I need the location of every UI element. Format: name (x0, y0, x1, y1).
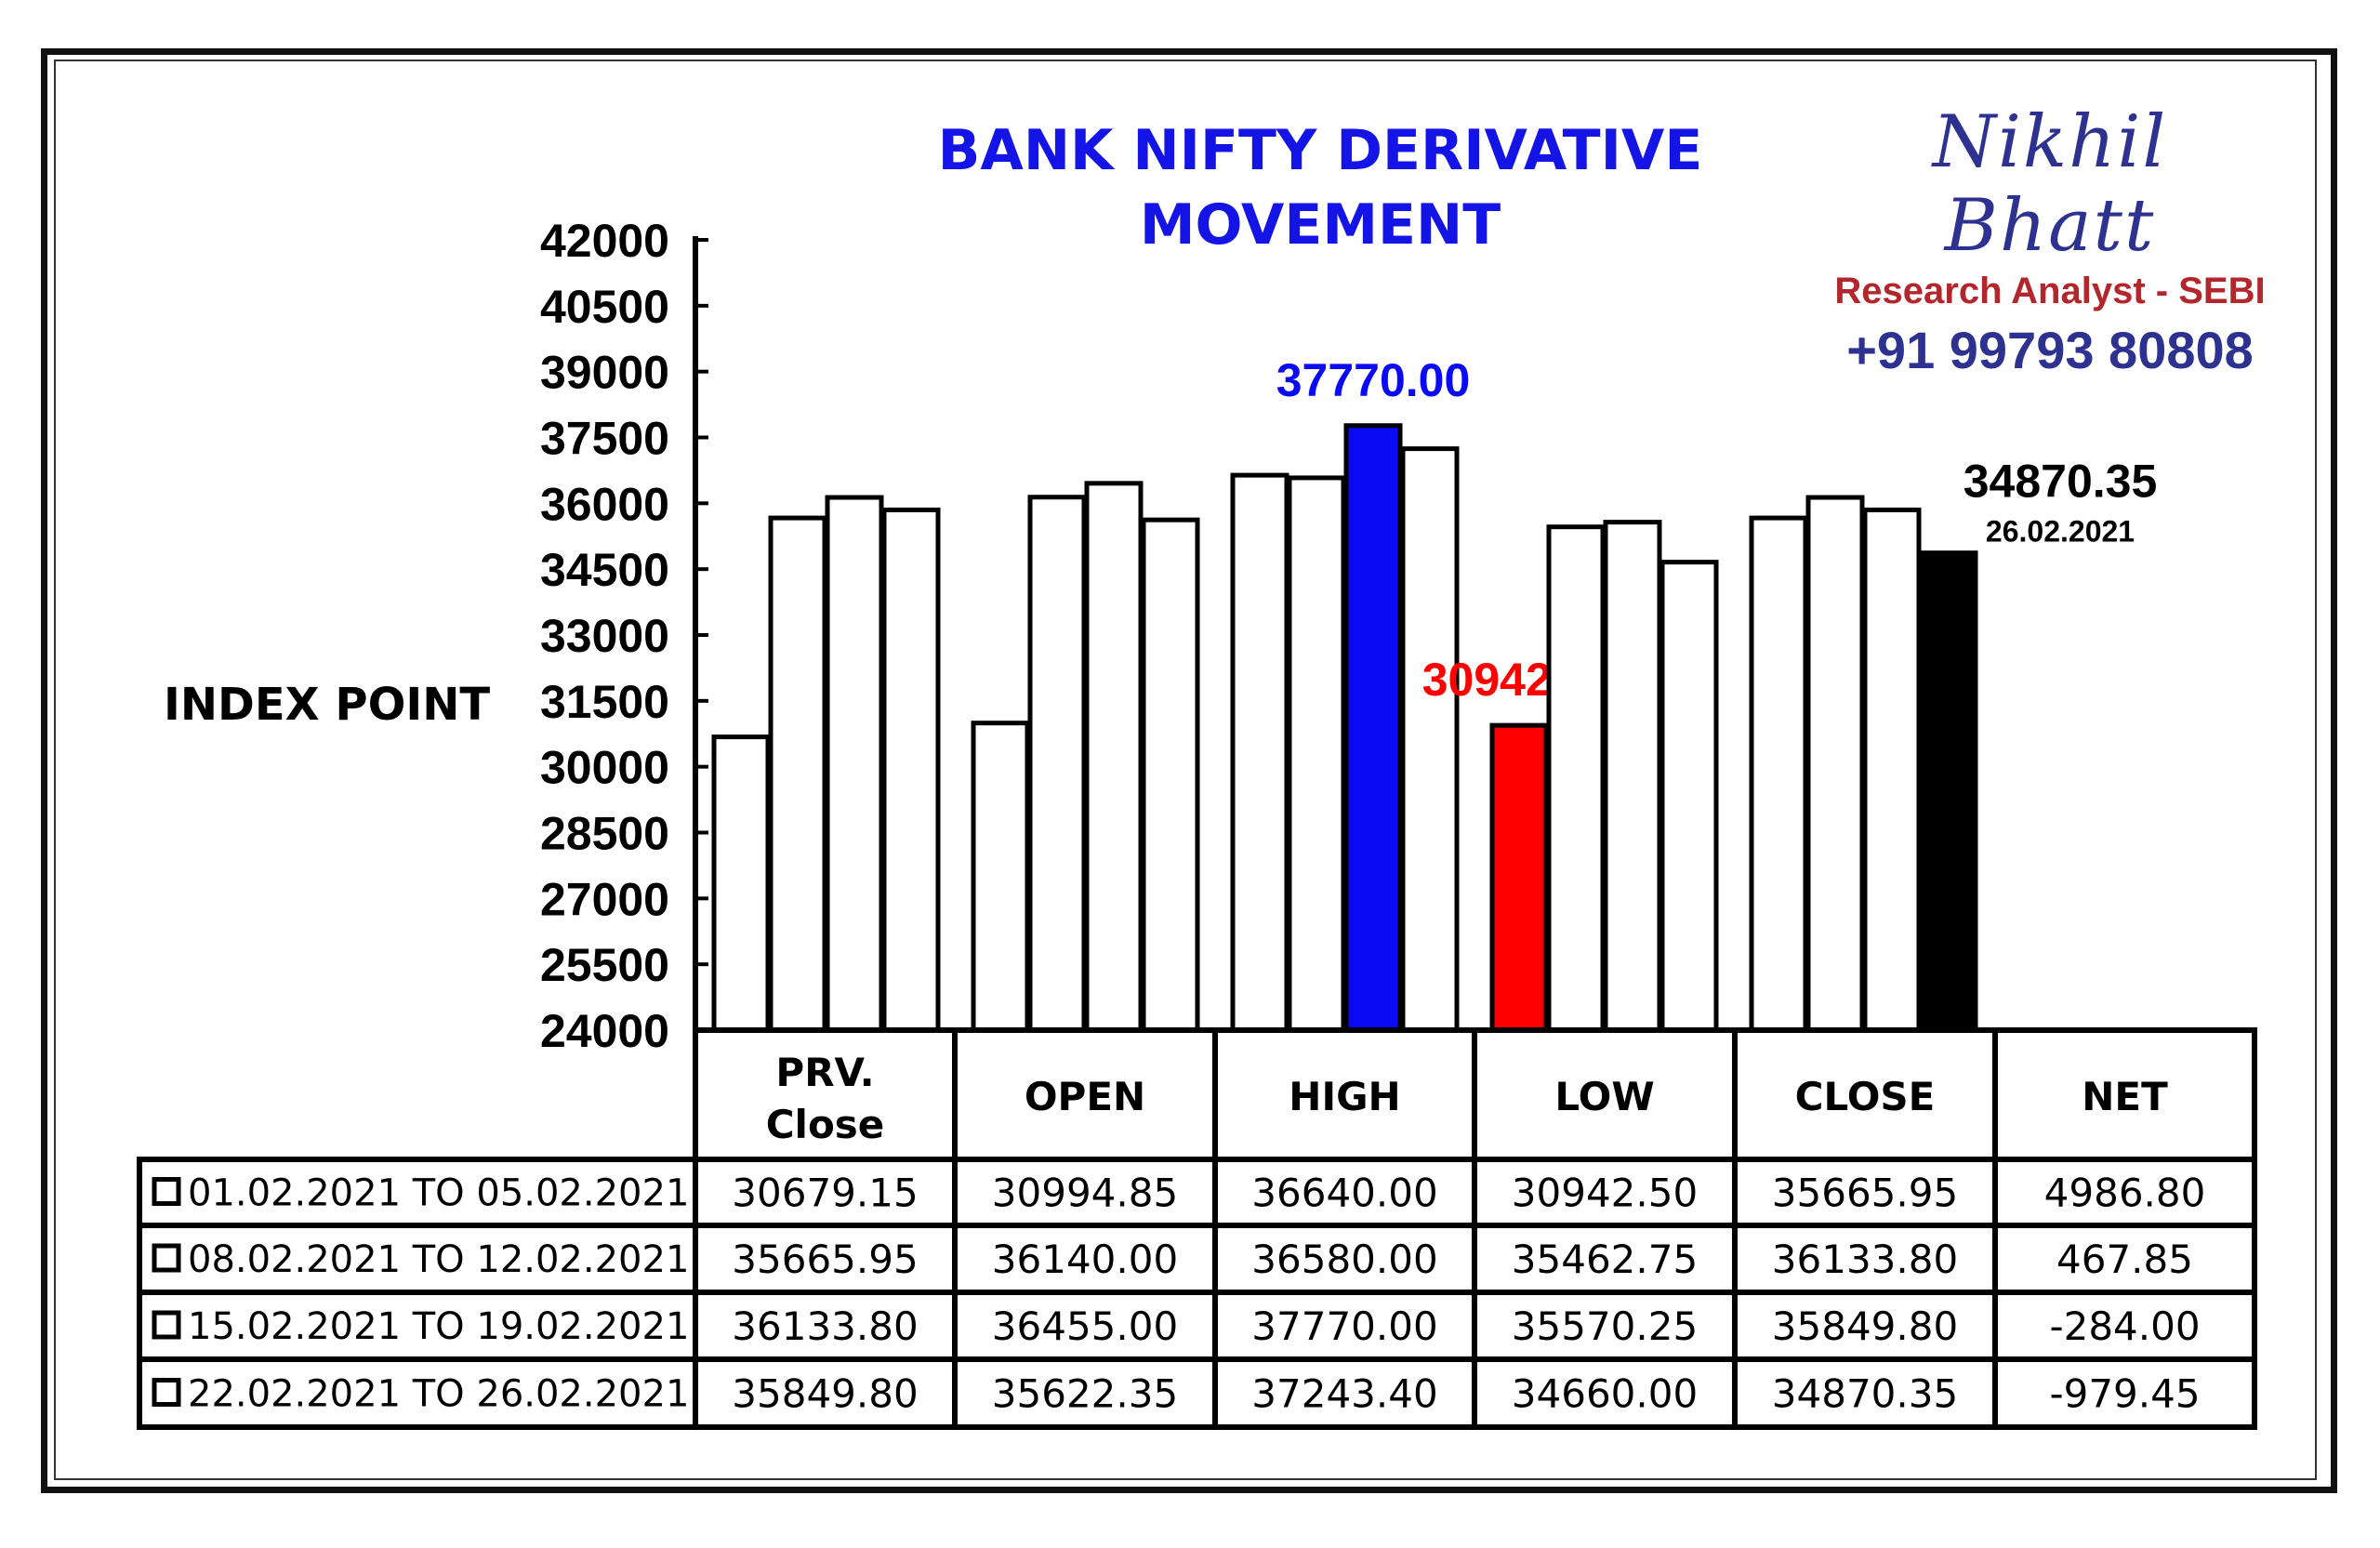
table-cell-value: 35462.75 (1512, 1237, 1698, 1282)
legend-swatch (152, 1378, 181, 1407)
table-cell-value: 34660.00 (1512, 1371, 1698, 1417)
bar-low-3 (1603, 520, 1662, 1033)
table-header-label: NET (2082, 1074, 2168, 1119)
inner-frame (54, 60, 2317, 1480)
y-tick-label: 42000 (540, 215, 669, 267)
table-cell-value: 34870.35 (1772, 1371, 1958, 1417)
bar-low-2 (1546, 524, 1606, 1033)
brand-block: Nikhil Bhatt Research Analyst - SEBI +91… (1818, 100, 2282, 383)
table-cell-value: 35849.80 (1772, 1303, 1958, 1349)
y-tick-label: 24000 (540, 1005, 669, 1057)
table-row-label: 22.02.2021 TO 26.02.2021 (188, 1373, 689, 1416)
y-tick-label: 25500 (540, 939, 669, 991)
bar-prvclose-4 (881, 507, 941, 1033)
table-cell-value: 35570.25 (1512, 1303, 1698, 1349)
table-cell-value: 4986.80 (2044, 1171, 2206, 1216)
y-tick-label: 40500 (540, 281, 669, 333)
table-cell-value: 467.85 (2056, 1237, 2193, 1282)
bar-high-2 (1287, 475, 1346, 1033)
brand-name: Nikhil Bhatt (1932, 100, 2168, 268)
table-cell-value: 36455.00 (992, 1303, 1178, 1349)
y-tick-label: 30000 (540, 742, 669, 794)
data-label: 34870.35 (1964, 456, 2158, 508)
table-cell-value: 35665.95 (1772, 1171, 1958, 1216)
y-tick-label: 37500 (540, 413, 669, 465)
table-row-label: 08.02.2021 TO 12.02.2021 (188, 1238, 689, 1281)
bar-close-4 (1919, 550, 1978, 1033)
legend-swatch (152, 1310, 181, 1340)
data-sublabel: 26.02.2021 (1986, 515, 2135, 549)
bar-low-4 (1659, 560, 1719, 1033)
bar-open-4 (1141, 517, 1200, 1033)
table-header-label: CLOSE (1795, 1074, 1936, 1119)
table-cell-value: 36133.80 (732, 1303, 918, 1349)
brand-phone: +91 99793 80808 (1846, 321, 2254, 379)
y-axis-label: INDEX POINT (164, 679, 491, 731)
bar-close-2 (1805, 495, 1865, 1033)
y-tick-label: 27000 (540, 873, 669, 925)
table-cell-value: 37770.00 (1251, 1303, 1437, 1349)
table-header-label: HIGH (1289, 1074, 1400, 1119)
table-cell-value: 30942.50 (1512, 1171, 1698, 1216)
table-header-label: PRV. (775, 1050, 874, 1095)
chart-title-line2: MOVEMENT (1139, 192, 1501, 258)
bar-open-3 (1084, 481, 1144, 1033)
bar-high-4 (1400, 446, 1460, 1033)
bar-prvclose-2 (768, 515, 827, 1033)
y-tick-label: 36000 (540, 478, 669, 530)
table-row-label: 15.02.2021 TO 19.02.2021 (188, 1305, 689, 1348)
table-header-label: Close (766, 1102, 885, 1147)
bar-prvclose-1 (711, 734, 771, 1033)
y-tick-label: 34500 (540, 544, 669, 596)
data-label: 37770.00 (1276, 354, 1471, 406)
table-cell-value: 30994.85 (992, 1171, 1178, 1216)
bar-close-1 (1749, 515, 1808, 1033)
brand-role: Research Analyst - SEBI (1834, 271, 2266, 311)
bar-prvclose-3 (825, 495, 884, 1033)
table-cell-value: 37243.40 (1251, 1371, 1437, 1417)
table-cell-value: 35665.95 (732, 1237, 918, 1282)
legend-swatch (152, 1177, 181, 1206)
y-tick-label: 28500 (540, 808, 669, 860)
y-tick-label: 39000 (540, 347, 669, 399)
table-cell-value: 36580.00 (1251, 1237, 1437, 1282)
table-header-label: OPEN (1025, 1074, 1145, 1119)
bar-low-1 (1489, 722, 1549, 1033)
table-cell-value: 35849.80 (732, 1371, 918, 1417)
bar-close-3 (1862, 507, 1922, 1033)
table-cell-value: 36140.00 (992, 1237, 1178, 1282)
table-cell (1992, 1356, 2257, 1430)
table-cell-value: 30679.15 (732, 1171, 918, 1216)
legend-swatch (152, 1243, 181, 1273)
y-tick-label: 31500 (540, 676, 669, 728)
table-cell-value: -979.45 (2049, 1371, 2200, 1417)
table-row-label: 01.02.2021 TO 05.02.2021 (188, 1172, 689, 1215)
chart-title: BANK NIFTY DERIVATIVE MOVEMENT (865, 113, 1776, 262)
table-cell-value: -284.00 (2049, 1303, 2200, 1349)
bar-open-1 (971, 721, 1030, 1033)
table-header-label: LOW (1554, 1074, 1654, 1119)
bar-high-3 (1343, 423, 1403, 1033)
table-cell-value: 35622.35 (992, 1371, 1178, 1417)
bar-open-2 (1027, 495, 1087, 1033)
table-cell-value: 36133.80 (1772, 1237, 1958, 1282)
table-cell-value: 36640.00 (1251, 1171, 1437, 1216)
y-tick-label: 33000 (540, 610, 669, 662)
chart-title-line1: BANK NIFTY DERIVATIVE (937, 118, 1703, 183)
bar-high-1 (1230, 472, 1289, 1033)
